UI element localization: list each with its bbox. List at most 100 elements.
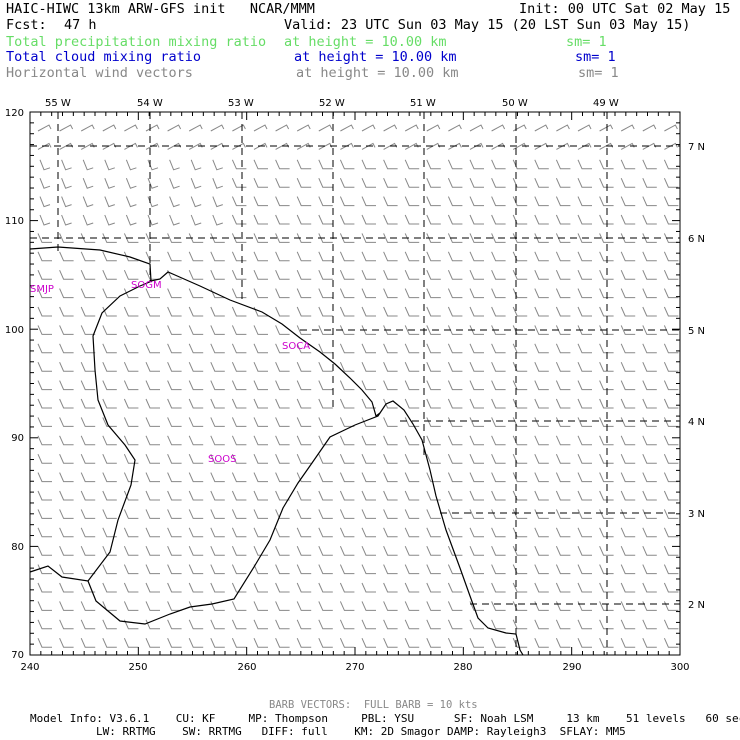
wind-barb — [145, 564, 160, 575]
wind-barb — [534, 619, 549, 630]
wind-barb — [318, 380, 333, 391]
wind-barb — [212, 214, 223, 226]
wind-barb — [253, 435, 268, 446]
wind-barb — [599, 527, 614, 538]
wind-barb — [404, 361, 420, 372]
wind-barb — [296, 196, 312, 207]
wind-barb — [426, 472, 441, 483]
wind-barb — [210, 472, 225, 483]
wind-barb — [167, 288, 182, 299]
wind-barb — [253, 251, 268, 262]
field-wind-name: Horizontal wind vectors — [6, 65, 193, 81]
wind-barb — [599, 214, 614, 225]
wind-barb — [469, 545, 484, 556]
wind-barb — [145, 472, 160, 483]
wind-barb — [555, 288, 571, 299]
wind-barb — [577, 325, 592, 335]
wind-barb — [447, 637, 463, 648]
wind-barb — [59, 509, 74, 519]
wind-barb — [491, 233, 506, 243]
wind-barb — [318, 490, 333, 501]
wind-barb — [599, 453, 614, 464]
wind-barb — [59, 361, 74, 372]
wind-barb — [426, 490, 441, 501]
wind-barb — [469, 472, 484, 483]
wind-barb — [534, 601, 549, 611]
wind-barb — [102, 124, 117, 132]
wind-barb — [231, 509, 247, 519]
wind-barb — [577, 233, 592, 243]
wind-barb — [296, 435, 312, 446]
wind-barb — [534, 214, 549, 225]
wind-barb — [620, 233, 636, 243]
wind-barb — [642, 472, 657, 483]
valid-time: Valid: 23 UTC Sun 03 May 15 (20 LST Sun … — [284, 17, 691, 33]
wind-barb — [188, 545, 204, 556]
wind-barb — [447, 380, 463, 391]
wind-barb — [534, 325, 549, 335]
wind-barb — [102, 288, 117, 299]
wind-barb — [80, 233, 96, 243]
wind-barb — [296, 233, 312, 243]
wind-barb — [491, 509, 506, 519]
wind-barb — [383, 251, 398, 262]
wind-barb — [275, 472, 290, 483]
wind-barb — [59, 472, 74, 483]
wind-barb — [339, 564, 355, 575]
wind-barb — [59, 269, 74, 280]
wind-barb — [447, 545, 463, 556]
wind-barb — [296, 453, 312, 464]
wind-barb — [512, 124, 527, 132]
wind-barb — [663, 177, 679, 188]
wind-barb — [102, 545, 117, 556]
wind-barb — [555, 527, 571, 538]
wind-barb — [145, 343, 160, 354]
wind-barb — [296, 124, 311, 132]
wind-barb — [620, 601, 636, 611]
wind-barb — [318, 124, 333, 132]
wind-barb — [642, 361, 657, 372]
wind-barb — [123, 343, 139, 354]
wind-barb — [123, 582, 139, 593]
wind-barb — [318, 472, 333, 483]
wind-barb — [577, 398, 592, 409]
wind-barb — [404, 398, 420, 409]
wind-barb — [555, 325, 571, 335]
wind-barb — [123, 417, 139, 427]
wind-barb — [599, 472, 614, 483]
wind-barb — [620, 564, 636, 575]
wind-barb — [404, 417, 420, 427]
wind-barb — [447, 233, 463, 243]
wind-barb — [296, 325, 312, 335]
wind-barb — [642, 435, 657, 446]
wind-barb — [556, 124, 570, 132]
wind-barb — [599, 177, 614, 188]
wind-barb — [188, 233, 204, 243]
wind-barb — [491, 380, 506, 391]
y-axis-ticks — [30, 111, 680, 656]
wind-barb — [404, 564, 420, 575]
wind-barb — [80, 325, 96, 335]
wind-barb — [210, 582, 225, 593]
wind-barb — [210, 509, 225, 519]
wind-barb — [447, 417, 463, 427]
wind-barb — [145, 453, 160, 464]
wind-barb — [491, 251, 506, 262]
wind-barb — [82, 196, 94, 208]
wind-barb — [339, 417, 355, 427]
wind-barb — [80, 564, 96, 575]
wind-barb — [188, 288, 204, 299]
wind-barb — [663, 196, 679, 207]
wind-barb — [426, 417, 441, 427]
wind-barb — [383, 490, 398, 501]
wind-barb — [642, 177, 657, 188]
wind-barb — [296, 582, 312, 593]
wind-barb — [275, 233, 290, 243]
wind-barb — [512, 380, 528, 391]
wind-barb — [491, 214, 506, 225]
wind-barb — [39, 214, 51, 226]
wind-barb — [404, 159, 420, 170]
wind-barb — [102, 637, 117, 648]
wind-barb — [642, 601, 657, 611]
wind-barb — [339, 251, 355, 262]
